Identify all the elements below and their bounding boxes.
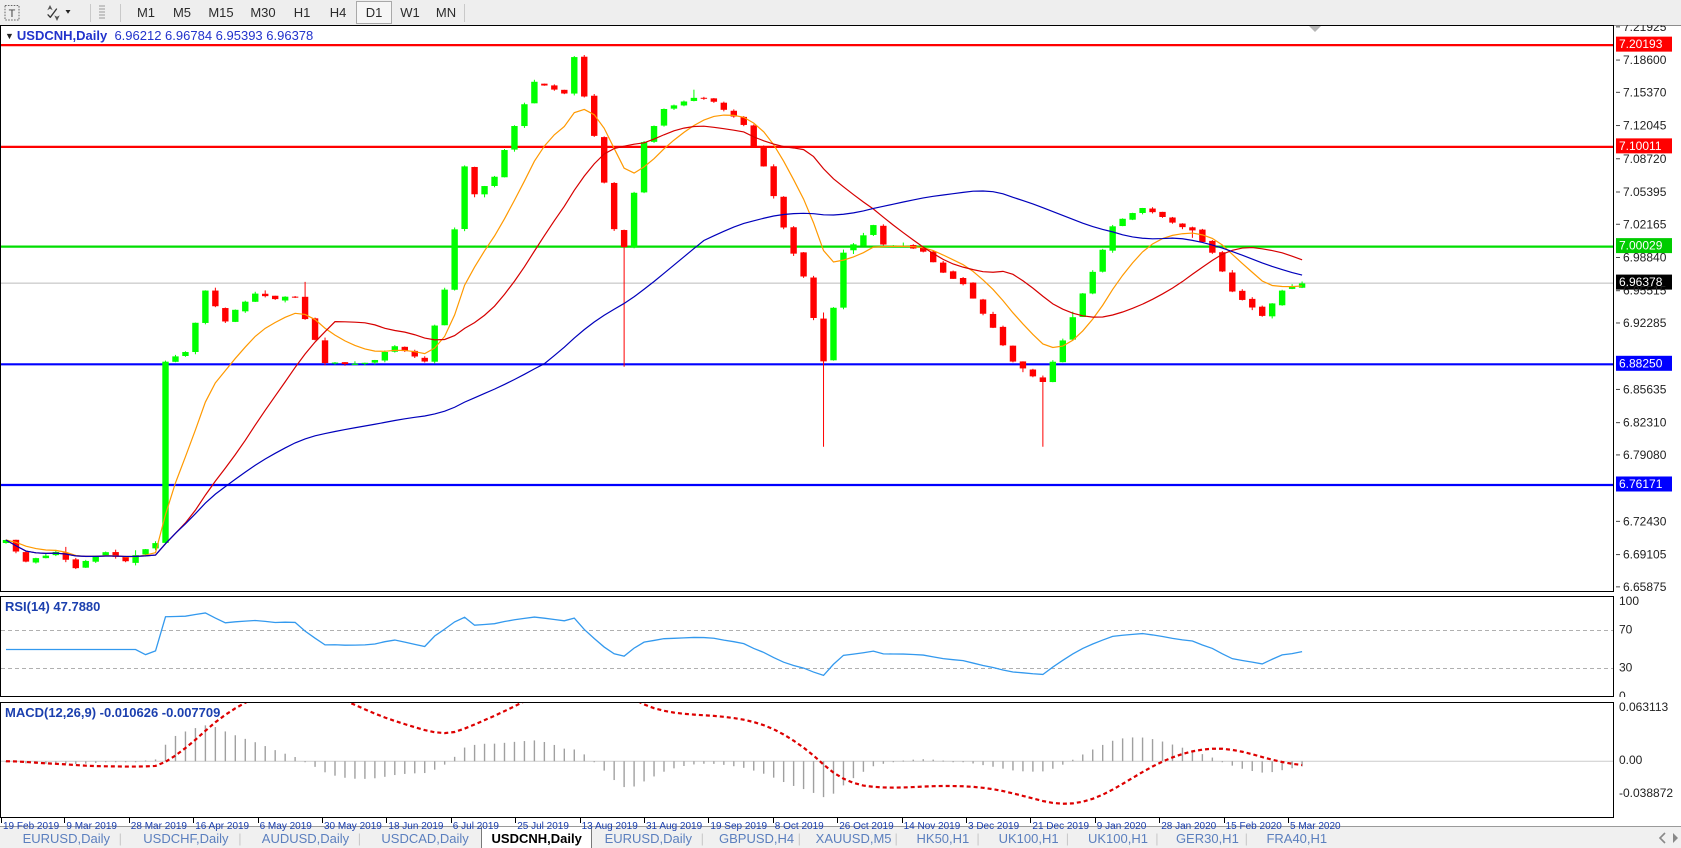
svg-text:0.063113: 0.063113 (1619, 702, 1668, 714)
svg-text:30: 30 (1619, 661, 1633, 675)
svg-text:6.98840: 6.98840 (1623, 250, 1667, 264)
svg-text:6.69105: 6.69105 (1623, 548, 1667, 562)
svg-text:7.15370: 7.15370 (1623, 85, 1667, 99)
svg-text:7.02165: 7.02165 (1623, 217, 1667, 231)
svg-text:6.79080: 6.79080 (1623, 448, 1667, 462)
svg-text:100: 100 (1619, 596, 1639, 608)
svg-text:7.20193: 7.20193 (1619, 37, 1663, 51)
svg-text:7.18600: 7.18600 (1623, 53, 1667, 67)
svg-text:7.08720: 7.08720 (1623, 152, 1667, 166)
svg-text:7.12045: 7.12045 (1623, 119, 1667, 133)
svg-text:70: 70 (1619, 623, 1633, 637)
svg-text:7.10011: 7.10011 (1619, 139, 1662, 153)
svg-text:6.92285: 6.92285 (1623, 316, 1667, 330)
svg-text:6.88250: 6.88250 (1619, 356, 1663, 370)
svg-text:6.95515: 6.95515 (1623, 284, 1667, 298)
svg-text:7.21925: 7.21925 (1623, 25, 1667, 34)
svg-text:6.82310: 6.82310 (1623, 416, 1667, 430)
svg-text:6.72430: 6.72430 (1623, 514, 1667, 528)
svg-text:0: 0 (1619, 689, 1626, 697)
svg-text:0.00: 0.00 (1619, 753, 1643, 767)
svg-text:6.85635: 6.85635 (1623, 382, 1667, 396)
svg-text:-0.038872: -0.038872 (1619, 786, 1673, 800)
svg-text:6.76171: 6.76171 (1619, 477, 1663, 491)
svg-text:7.05395: 7.05395 (1623, 185, 1667, 199)
svg-text:6.65875: 6.65875 (1623, 580, 1667, 592)
